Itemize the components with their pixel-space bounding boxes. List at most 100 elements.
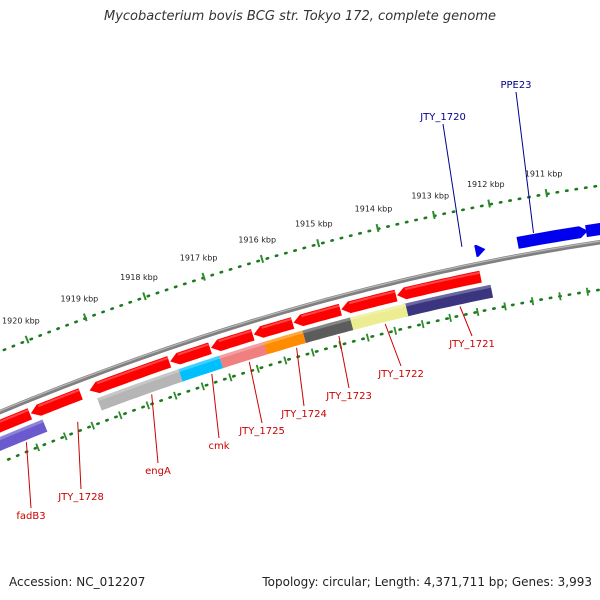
- gene-label[interactable]: JTY_1721: [448, 339, 495, 350]
- scale-tick: [544, 188, 549, 198]
- gene-label[interactable]: fadB3: [16, 511, 45, 522]
- cds-reverse-strand[interactable]: [341, 289, 398, 314]
- gene-label[interactable]: JTY_1724: [280, 409, 327, 420]
- gene-label[interactable]: JTY_1722: [377, 369, 424, 380]
- scale-tick-inner: [62, 432, 68, 441]
- feature-segment[interactable]: [302, 317, 354, 344]
- gene-label-leader: [515, 91, 534, 233]
- cds-reverse-strand[interactable]: [89, 356, 172, 394]
- cds-reverse-sheen: [96, 357, 169, 385]
- gene-label-leader: [338, 335, 350, 389]
- cds-reverse-strand[interactable]: [253, 317, 295, 338]
- scale-tick-inner: [530, 297, 535, 306]
- scale-tick-inner: [228, 373, 233, 382]
- gene-label-leader: [248, 361, 263, 424]
- gene-label[interactable]: cmk: [208, 441, 229, 452]
- gene-label[interactable]: JTY_1725: [238, 426, 285, 437]
- scale-tick-inner: [173, 391, 178, 400]
- feature-segment-sheen: [219, 341, 265, 359]
- cds-forward-strand[interactable]: [585, 222, 600, 238]
- feature-segment[interactable]: [348, 303, 409, 331]
- cds-reverse-strand[interactable]: [211, 329, 255, 351]
- cds-reverse-sheen: [301, 304, 340, 318]
- gene-label-leader: [77, 421, 82, 490]
- cds-reverse-strand[interactable]: [30, 388, 83, 416]
- feature-segment[interactable]: [219, 341, 268, 369]
- gene-label[interactable]: JTY_1723: [325, 391, 372, 402]
- accession-text: Accession: NC_012207: [9, 575, 146, 589]
- cds-reverse-sheen: [0, 409, 29, 423]
- cds-forward-strand[interactable]: [474, 244, 486, 257]
- scale-tick: [316, 239, 321, 248]
- scale-tick-inner: [475, 307, 480, 317]
- scale-tick: [142, 292, 147, 301]
- cds-reverse-sheen: [404, 271, 480, 291]
- feature-segment[interactable]: [0, 419, 48, 454]
- scale-tick: [82, 313, 88, 322]
- scale-tick-label: 1912 kbp: [467, 180, 505, 189]
- scale-tick-inner: [118, 411, 123, 420]
- feature-segment-sheen: [302, 317, 351, 334]
- feature-segment[interactable]: [97, 369, 183, 411]
- feature-segment-sheen: [97, 369, 180, 402]
- cds-reverse-sheen: [349, 290, 396, 305]
- gene-label[interactable]: JTY_1728: [57, 492, 104, 503]
- feature-segment-sheen: [0, 419, 44, 441]
- scale-tick-label: 1920 kbp: [2, 317, 40, 326]
- genome-backbone-highlight: [0, 240, 600, 412]
- feature-segment-sheen: [178, 355, 220, 373]
- scale-tick-label: 1918 kbp: [120, 273, 158, 282]
- cds-forward-strand[interactable]: [516, 226, 589, 249]
- genome-summary-text: Topology: circular; Length: 4,371,711 bp…: [262, 575, 592, 589]
- scale-tick-inner: [35, 443, 41, 452]
- gene-label-leader: [151, 394, 159, 464]
- scale-tick-inner: [585, 287, 589, 296]
- feature-segment[interactable]: [178, 355, 223, 382]
- gene-label-leader: [211, 373, 220, 439]
- genome-backbone: [0, 239, 600, 415]
- cds-reverse-strand[interactable]: [397, 270, 482, 300]
- scale-tick: [375, 223, 380, 233]
- feature-segment[interactable]: [403, 284, 494, 317]
- scale-tick: [431, 210, 436, 220]
- map-title: Mycobacterium bovis BCG str. Tokyo 172, …: [104, 9, 496, 24]
- gene-label-leader: [442, 123, 463, 247]
- cds-reverse-strand[interactable]: [0, 408, 33, 434]
- cds-reverse-strand[interactable]: [293, 303, 342, 327]
- feature-segment[interactable]: [262, 330, 306, 355]
- gene-label[interactable]: engA: [145, 466, 171, 477]
- scale-tick-inner: [365, 333, 370, 342]
- scale-tick: [24, 335, 30, 344]
- scale-tick: [259, 254, 265, 264]
- cds-reverse-sheen: [218, 330, 252, 343]
- cds-reverse-strand[interactable]: [170, 342, 212, 365]
- gene-label-leader: [296, 347, 305, 407]
- scale-tick-label: 1916 kbp: [238, 236, 276, 245]
- scale-tick-label: 1915 kbp: [295, 220, 333, 229]
- scale-tick-inner: [310, 348, 315, 357]
- scale-tick-inner: [255, 364, 260, 373]
- scale-tick-inner: [200, 382, 205, 391]
- scale-tick-inner: [145, 401, 150, 410]
- scale-tick-label: 1919 kbp: [61, 294, 99, 303]
- scale-tick-inner: [420, 320, 425, 329]
- cds-reverse-sheen: [38, 389, 80, 407]
- scale-tick-inner: [448, 313, 452, 322]
- gene-label-leader: [384, 323, 402, 367]
- feature-segment-sheen: [348, 303, 406, 321]
- gene-label-leader: [25, 442, 32, 509]
- gene-label[interactable]: JTY_1720: [419, 112, 466, 123]
- outer-scale-dots: [0, 184, 600, 353]
- gene-label-leader: [459, 306, 473, 337]
- cds-reverse-sheen: [261, 318, 292, 329]
- scale-tick: [201, 272, 206, 281]
- scale-tick-label: 1913 kbp: [411, 191, 449, 200]
- scale-tick: [487, 199, 491, 208]
- gene-label[interactable]: PPE23: [500, 80, 531, 91]
- feature-segment-sheen: [403, 284, 492, 307]
- feature-segment-sheen: [262, 330, 304, 346]
- cds-reverse-sheen: [177, 343, 210, 356]
- inner-scale-dots: [6, 288, 600, 461]
